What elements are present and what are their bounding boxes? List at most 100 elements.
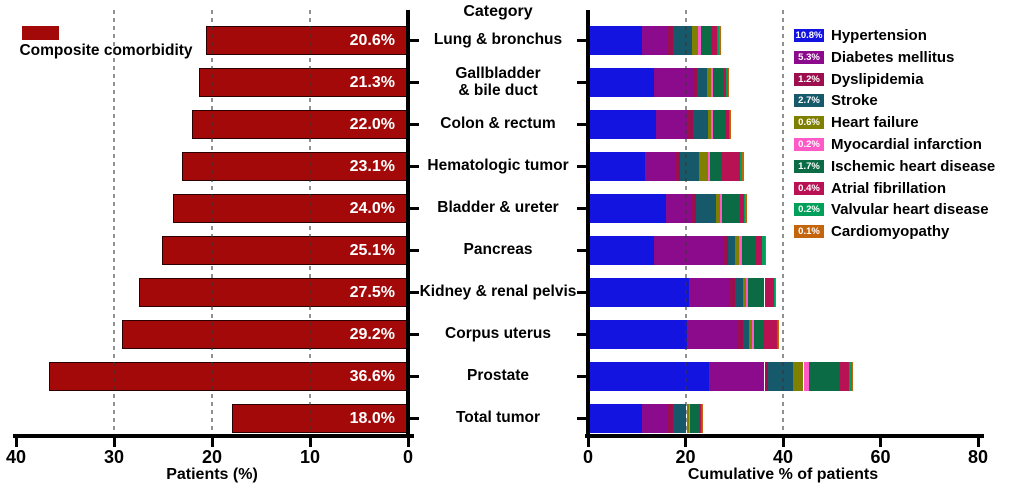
category-label: Gallbladder & bile duct [455, 64, 541, 99]
bar-segment [707, 152, 710, 181]
bar-segment [698, 404, 701, 433]
bar-segment [764, 236, 767, 265]
category-tick-left [410, 81, 419, 84]
category-label: Total tumor [455, 409, 541, 427]
bar-segment [754, 320, 764, 349]
bar-segment [737, 320, 743, 349]
bar-segment [849, 362, 852, 391]
left-axis-tick-label: 40 [5, 447, 27, 467]
bar-segment [667, 26, 673, 55]
category-tick-right [577, 291, 586, 294]
bar-segment [726, 68, 728, 97]
category-tick-left [410, 165, 419, 168]
bar-segment [734, 278, 744, 307]
bar-segment [764, 278, 774, 307]
bar-segment [672, 26, 693, 55]
left-bar-value-label: 20.6% [349, 31, 395, 49]
bar-segment [692, 26, 699, 55]
right-axis-tick-label: 20 [675, 447, 696, 467]
bar-segment [645, 152, 675, 181]
bar-segment [768, 362, 793, 391]
bar-segment [656, 110, 688, 139]
bar-segment [589, 362, 709, 391]
legend-swatch: 5.3% [794, 50, 824, 64]
bar-segment [674, 152, 680, 181]
legend-label: Valvular heart disease [831, 201, 989, 219]
bar-segment [687, 110, 693, 139]
left-gridline [211, 10, 213, 434]
category-tick-left [410, 249, 419, 252]
category-tick-right [577, 249, 586, 252]
bar-segment [708, 110, 712, 139]
legend-item: 2.7% Stroke [794, 92, 878, 109]
right-axis-tick-label: 40 [772, 447, 794, 467]
right-axis-tick [879, 438, 882, 447]
bar-segment [725, 110, 730, 139]
left-axis-tick-label: 30 [103, 447, 125, 467]
left-axis-tick-label: 0 [402, 447, 414, 467]
left-bar: 21.3% [199, 68, 408, 97]
category-label: Kidney & renal pelvis [419, 283, 577, 301]
legend-label: Hypertension [831, 27, 927, 44]
category-tick-right [577, 375, 586, 378]
category-label: Hematologic tumor [427, 157, 569, 175]
bar-segment [589, 320, 687, 349]
left-bar: 24.0% [172, 194, 408, 223]
legend-swatch: 2.7% [794, 94, 824, 108]
bar-segment [724, 236, 728, 265]
category-label: Bladder & ureter [437, 199, 559, 217]
category-tick-right [577, 207, 586, 210]
left-axis-tick [308, 438, 312, 447]
bar-segment [752, 320, 755, 349]
left-bar-value-label: 23.1% [349, 157, 395, 175]
left-bar-value-label: 22.0% [349, 115, 395, 133]
category-label: Pancreas [463, 241, 533, 259]
bar-segment [792, 362, 804, 391]
left-bar: 27.5% [138, 278, 408, 307]
bar-segment [688, 278, 729, 307]
legend-label: Heart failure [831, 114, 919, 132]
bar-segment [589, 236, 654, 265]
bar-segment [762, 236, 765, 265]
bar-segment [727, 236, 736, 265]
category-tick-right [577, 81, 586, 84]
bar-segment [729, 110, 731, 139]
category-tick-right [577, 165, 586, 168]
right-axis-title: Cumulative % of patients [687, 466, 879, 483]
bar-segment [707, 68, 711, 97]
left-bar-value-label: 21.3% [349, 73, 395, 91]
bar-segment [689, 404, 691, 433]
bar-segment [589, 404, 642, 433]
bar-segment [755, 236, 763, 265]
right-axis-tick-label: 80 [967, 447, 989, 467]
bar-segment [808, 362, 839, 391]
bar-segment [589, 26, 642, 55]
bar-segment [589, 110, 657, 139]
bar-segment [740, 152, 743, 181]
bar-segment [741, 236, 756, 265]
right-gridline [684, 10, 687, 434]
bar-segment [764, 320, 777, 349]
category-label: Colon & rectum [440, 115, 556, 133]
bar-segment [739, 236, 742, 265]
left-bar: 36.6% [49, 362, 408, 391]
category-tick-left [410, 333, 419, 336]
left-axis-tick [406, 438, 410, 447]
category-tick-right [577, 123, 586, 126]
bar-segment [803, 362, 809, 391]
right-gridline [782, 10, 784, 434]
bar-segment [589, 194, 666, 223]
left-bar: 25.1% [162, 236, 408, 265]
bar-segment [641, 26, 668, 55]
bar-segment [696, 68, 708, 97]
category-tick-left [410, 417, 419, 420]
left-axis-tick-label: 20 [201, 447, 223, 467]
bar-segment [748, 278, 765, 307]
bar-segment [653, 236, 725, 265]
category-label: Corpus uterus [445, 325, 551, 343]
bar-segment [719, 194, 723, 223]
left-bar: 18.0% [231, 404, 408, 433]
legend-label: Dyslipidemia [831, 70, 924, 88]
category-column-header: Category [463, 3, 533, 20]
